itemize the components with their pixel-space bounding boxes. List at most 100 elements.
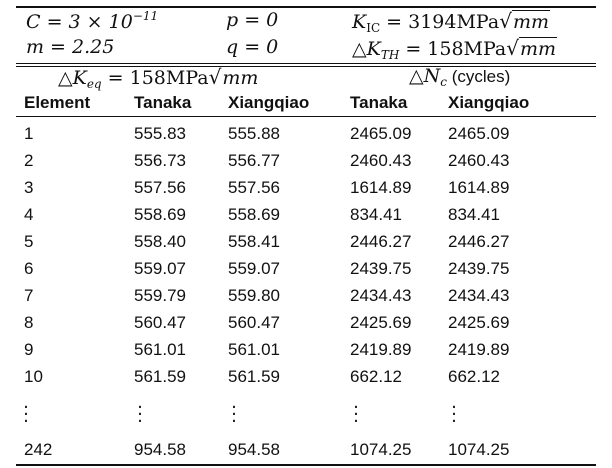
cell-tanaka-dn: 1614.89 [350, 178, 412, 197]
vertical-ellipsis-icon: · · · [231, 397, 237, 432]
cell-xiangqiao-dk: 556.77 [228, 151, 280, 170]
cell-xiangqiao-dk: 559.80 [228, 286, 280, 305]
cell-element: 5 [24, 232, 34, 251]
col-header-tanaka-dk: Tanaka [134, 93, 192, 112]
cell-tanaka-dk: 556.73 [134, 151, 186, 170]
dnc-lhs: △N [409, 65, 441, 87]
param-dkth-root: mm [519, 37, 558, 60]
double-rule-bottom [16, 66, 596, 68]
param-dkth-sub: TH [380, 48, 400, 62]
cell-tanaka-dn: 2465.09 [350, 124, 412, 143]
cell-tanaka-dk: 558.40 [134, 232, 186, 251]
cell-xiangqiao-dn: 2434.43 [448, 286, 510, 305]
header-rule [16, 116, 596, 118]
col-header-element: Element [24, 93, 91, 112]
double-rule-top [16, 63, 596, 65]
dkeq-lhs: △K [58, 67, 87, 89]
group-header-dnc: △Nc (cycles) [409, 65, 510, 89]
cell-tanaka-dn: 2425.69 [350, 313, 412, 332]
cell-xiangqiao-dn: 2446.27 [448, 232, 510, 251]
cell-element: 9 [24, 340, 34, 359]
cell-tanaka-dn: 2460.43 [350, 151, 412, 170]
cell-tanaka-dn: 2434.43 [350, 286, 412, 305]
cell-tanaka-dn: 662.12 [350, 367, 402, 386]
top-rule [16, 6, 596, 8]
dnc-sub: c [440, 75, 447, 89]
cell-xiangqiao-dn: 834.41 [448, 205, 500, 224]
cell-tanaka-dk: 561.59 [134, 367, 186, 386]
param-m: m = 2.25 [26, 36, 114, 58]
param-kic-sub: IC [366, 21, 381, 35]
col-header-xiangqiao-dn: Xiangqiao [448, 93, 530, 112]
cell-xiangqiao-dk: 954.58 [228, 440, 280, 459]
vertical-ellipsis-icon: · · · [353, 397, 359, 432]
sqrt-symbol: √mm [506, 36, 558, 60]
group-header-dkeq: △Keq = 158MPa√mm [58, 65, 260, 91]
vertical-ellipsis-icon: · · · [23, 397, 29, 432]
sqrt-symbol: √mm [499, 9, 550, 33]
param-dkth-lhs: △K [352, 38, 381, 60]
cell-xiangqiao-dk: 561.01 [228, 340, 280, 359]
cell-element: 4 [24, 205, 34, 224]
cell-xiangqiao-dn: 1614.89 [448, 178, 510, 197]
param-p: p = 0 [226, 9, 278, 31]
cell-tanaka-dk: 559.79 [134, 286, 186, 305]
cell-tanaka-dk: 557.56 [134, 178, 186, 197]
param-kic-lhs: K [352, 11, 367, 33]
param-c-text: C = 3 × 10 [26, 11, 133, 33]
cell-xiangqiao-dk: 559.07 [228, 259, 280, 278]
cell-xiangqiao-dk: 557.56 [228, 178, 280, 197]
cell-tanaka-dk: 560.47 [134, 313, 186, 332]
cell-xiangqiao-dn: 2425.69 [448, 313, 510, 332]
cell-tanaka-dn: 2446.27 [350, 232, 412, 251]
param-kic: KIC = 3194MPa√mm [352, 9, 550, 35]
param-q: q = 0 [226, 36, 278, 58]
param-q-text: q = 0 [226, 36, 279, 58]
cell-xiangqiao-dn: 662.12 [448, 367, 500, 386]
dkeq-root: mm [221, 66, 260, 89]
sqrt-symbol: √mm [208, 65, 260, 89]
cell-element: 10 [24, 367, 43, 386]
cell-xiangqiao-dn: 2465.09 [448, 124, 510, 143]
cell-element: 6 [24, 259, 34, 278]
cell-xiangqiao-dn: 2460.43 [448, 151, 510, 170]
cell-tanaka-dn: 2439.75 [350, 259, 412, 278]
cell-tanaka-dk: 954.58 [134, 440, 186, 459]
col-header-tanaka-dn: Tanaka [350, 93, 408, 112]
cell-tanaka-dk: 558.69 [134, 205, 186, 224]
param-p-text: p = 0 [226, 9, 279, 31]
param-c: C = 3 × 10−11 [26, 9, 158, 33]
vertical-ellipsis-icon: · · · [137, 397, 143, 432]
cell-xiangqiao-dk: 560.47 [228, 313, 280, 332]
param-dkth-value: = 158MPa [399, 38, 507, 60]
cell-element: 3 [24, 178, 34, 197]
cell-tanaka-dk: 561.01 [134, 340, 186, 359]
cell-tanaka-dn: 834.41 [350, 205, 402, 224]
cell-xiangqiao-dk: 558.69 [228, 205, 280, 224]
cell-element: 7 [24, 286, 34, 305]
cell-xiangqiao-dn: 2419.89 [448, 340, 510, 359]
cell-tanaka-dn: 2419.89 [350, 340, 412, 359]
cell-element: 242 [24, 440, 53, 459]
cell-xiangqiao-dk: 561.59 [228, 367, 280, 386]
vertical-ellipsis-icon: · · · [451, 397, 457, 432]
dnc-unit: (cycles) [446, 67, 511, 86]
cell-element: 1 [24, 124, 34, 143]
cell-element: 8 [24, 313, 34, 332]
cell-xiangqiao-dn: 2439.75 [448, 259, 510, 278]
cell-tanaka-dk: 555.83 [134, 124, 186, 143]
cell-element: 2 [24, 151, 34, 170]
param-kic-root: mm [511, 10, 550, 33]
bottom-rule [16, 464, 596, 466]
dkeq-sub: eq [86, 77, 102, 91]
param-m-text: m = 2.25 [26, 36, 115, 58]
dkeq-value: = 158MPa [101, 67, 209, 89]
cell-xiangqiao-dk: 558.41 [228, 232, 280, 251]
cell-xiangqiao-dk: 555.88 [228, 124, 280, 143]
col-header-xiangqiao-dk: Xiangqiao [228, 93, 310, 112]
cell-tanaka-dk: 559.07 [134, 259, 186, 278]
cell-xiangqiao-dn: 1074.25 [448, 440, 510, 459]
param-kic-value: = 3194MPa [380, 11, 500, 33]
param-c-exponent: −11 [132, 9, 159, 23]
param-dkth: △KTH = 158MPa√mm [352, 36, 558, 62]
